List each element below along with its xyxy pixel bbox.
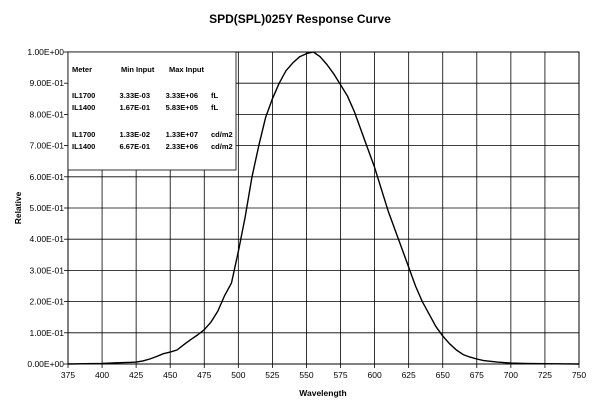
table-box — [67, 51, 237, 171]
x-axis-title: Wavelength — [299, 388, 346, 398]
x-tick-label: 750 — [572, 370, 586, 380]
x-tick-label: 400 — [95, 370, 109, 380]
table-cell: fL — [211, 103, 218, 112]
chart-title: SPD(SPL)025Y Response Curve — [209, 12, 391, 26]
y-tick-label: 8.00E-01 — [30, 109, 65, 119]
table-cell: IL1400 — [72, 103, 95, 112]
table-cell: 3.33E-03 — [120, 91, 150, 100]
plot-frame — [67, 51, 580, 365]
table-cell: 2.33E+06 — [166, 142, 198, 151]
y-tick-label: 6.00E-01 — [30, 172, 65, 182]
table-cell: IL1700 — [72, 130, 95, 139]
x-tick-label: 550 — [299, 370, 313, 380]
table-cell: IL1700 — [72, 91, 95, 100]
x-tick-label: 625 — [402, 370, 416, 380]
x-tick-label: 475 — [197, 370, 211, 380]
meter-input-table: Meter Min Input Max Input IL1700 3.33E-03 3.3… — [67, 51, 237, 171]
y-tick-label: 7.00E-01 — [30, 141, 65, 151]
table-cell: cd/m2 — [211, 142, 233, 151]
table-cell: fL — [211, 91, 218, 100]
table-cell: 1.33E-02 — [120, 130, 150, 139]
y-tick-label: 4.00E-01 — [30, 234, 65, 244]
table-cell: 3.33E+06 — [166, 91, 198, 100]
grid — [64, 51, 580, 368]
y-tick-label: 1.00E+00 — [27, 47, 64, 57]
x-tick-label: 700 — [504, 370, 518, 380]
table-cell: 1.33E+07 — [166, 130, 198, 139]
x-tick-label: 600 — [368, 370, 382, 380]
table-cell: 5.83E+05 — [166, 103, 198, 112]
table-cell: cd/m2 — [211, 130, 233, 139]
table-cell: IL1400 — [72, 142, 95, 151]
table-header: Meter — [72, 65, 92, 74]
y-tick-label: 1.00E-01 — [30, 328, 65, 338]
x-tick-label: 425 — [129, 370, 143, 380]
x-tick-label: 500 — [231, 370, 245, 380]
y-tick-label: 0.00E+00 — [27, 359, 64, 369]
x-tick-label: 650 — [436, 370, 450, 380]
y-tick-labels: 0.00E+00 1.00E-01 2.00E-01 3.00E-01 4.00E-01… — [27, 47, 64, 369]
x-tick-label: 575 — [333, 370, 347, 380]
table-cell: 1.67E-01 — [120, 103, 150, 112]
y-axis-title: Relative — [13, 191, 23, 224]
y-tick-label: 3.00E-01 — [30, 265, 65, 275]
x-tick-label: 725 — [538, 370, 552, 380]
table-cell: 6.67E-01 — [120, 142, 150, 151]
y-tick-label: 9.00E-01 — [30, 78, 65, 88]
x-tick-label: 375 — [61, 370, 75, 380]
x-tick-label: 675 — [470, 370, 484, 380]
table-header: Min Input — [121, 65, 155, 74]
y-tick-label: 5.00E-01 — [30, 203, 65, 213]
x-tick-label: 450 — [163, 370, 177, 380]
y-tick-label: 2.00E-01 — [30, 297, 65, 307]
x-tick-labels: 375 400 425 450 475 500 525 550 575 600 625 650 675 7… — [61, 370, 586, 380]
x-tick-label: 525 — [265, 370, 279, 380]
table-header: Max Input — [169, 65, 205, 74]
